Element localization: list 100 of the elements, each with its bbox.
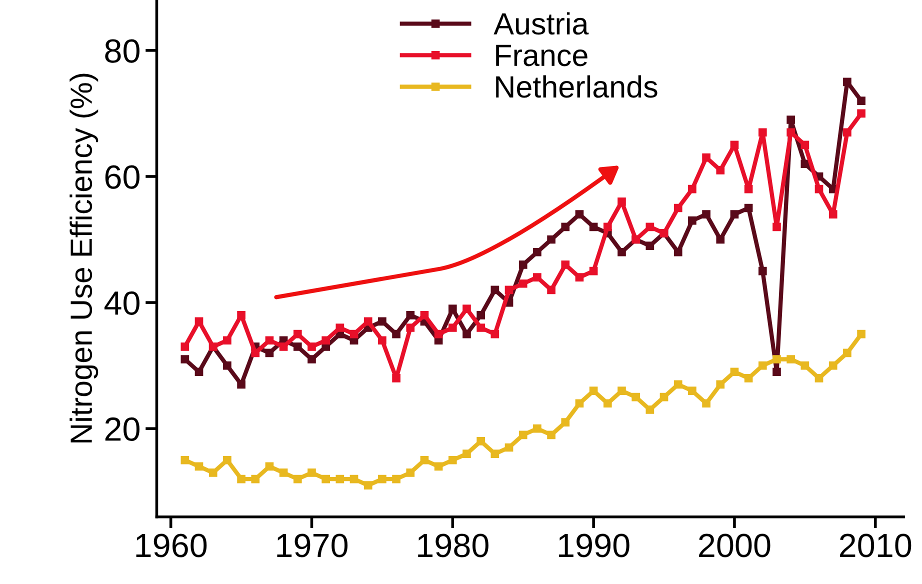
point — [434, 330, 443, 338]
point — [589, 386, 598, 395]
point — [406, 310, 415, 320]
point — [476, 324, 485, 332]
x-tick-label: 2010 — [840, 534, 912, 558]
point — [308, 342, 316, 351]
point — [646, 242, 654, 250]
point — [828, 210, 838, 218]
point — [237, 474, 246, 484]
point — [392, 374, 400, 382]
point — [575, 210, 584, 218]
point — [504, 443, 514, 452]
point — [589, 222, 598, 232]
y-tick-label: 20 — [105, 417, 140, 442]
point — [786, 116, 795, 124]
point — [490, 450, 500, 458]
point — [208, 468, 218, 477]
point — [237, 310, 246, 320]
point — [448, 456, 457, 464]
point — [518, 279, 528, 288]
point — [800, 140, 810, 150]
point — [688, 216, 696, 225]
point — [392, 474, 400, 484]
point — [857, 109, 866, 118]
point — [462, 330, 471, 338]
point — [518, 430, 528, 440]
point — [603, 399, 612, 408]
y-tick-label: 40 — [104, 291, 140, 315]
point — [758, 361, 767, 370]
point — [476, 310, 485, 320]
point — [716, 166, 725, 174]
point — [688, 386, 696, 395]
point — [293, 474, 302, 484]
point — [758, 128, 767, 137]
point — [350, 330, 358, 338]
point — [223, 456, 232, 464]
point — [575, 399, 584, 408]
point — [533, 248, 542, 256]
point — [857, 330, 866, 338]
point — [772, 355, 781, 364]
point — [462, 304, 471, 314]
point — [589, 266, 598, 276]
point — [618, 198, 626, 206]
point — [603, 222, 612, 232]
legend-label: Austria — [494, 12, 589, 35]
point — [322, 474, 330, 484]
point — [843, 348, 852, 358]
y-axis-title: Nitrogen Use Efficiency (%) — [70, 74, 98, 442]
point — [547, 235, 556, 244]
point — [279, 468, 288, 477]
point — [702, 153, 710, 162]
point — [364, 317, 372, 326]
x-tick-label: 2000 — [699, 534, 770, 558]
point — [378, 336, 386, 345]
point — [702, 399, 710, 408]
point — [378, 317, 386, 326]
point — [476, 437, 485, 446]
point — [237, 380, 246, 389]
point — [618, 248, 626, 256]
point — [223, 361, 232, 370]
point — [561, 222, 570, 232]
point — [448, 324, 457, 332]
legend-label: France — [496, 44, 588, 66]
point — [378, 474, 386, 484]
point — [632, 392, 640, 402]
point — [448, 304, 457, 314]
point — [504, 286, 514, 294]
point — [744, 204, 753, 212]
point — [786, 355, 795, 364]
point — [547, 286, 556, 294]
point — [772, 222, 781, 232]
point — [674, 380, 682, 389]
point — [194, 317, 204, 326]
point — [688, 184, 696, 194]
point — [800, 361, 810, 370]
point — [533, 273, 542, 282]
point — [533, 424, 542, 433]
point — [293, 342, 302, 351]
point — [392, 330, 400, 338]
point — [618, 386, 626, 395]
point — [490, 286, 500, 294]
point — [744, 374, 753, 382]
point — [462, 450, 471, 458]
point — [336, 324, 344, 332]
x-tick-label: 1970 — [277, 534, 348, 558]
point — [702, 210, 710, 218]
point — [547, 430, 556, 440]
point — [279, 342, 288, 351]
point — [716, 235, 725, 244]
point — [674, 248, 682, 256]
point — [265, 336, 274, 345]
x-tick-label: 1990 — [559, 534, 630, 558]
point — [364, 481, 372, 490]
point — [772, 368, 781, 376]
legend-label: Netherlands — [496, 75, 658, 98]
x-tick-label: 1980 — [418, 534, 488, 558]
point — [406, 468, 415, 477]
point — [730, 140, 739, 150]
point — [322, 336, 330, 345]
point — [180, 355, 190, 364]
